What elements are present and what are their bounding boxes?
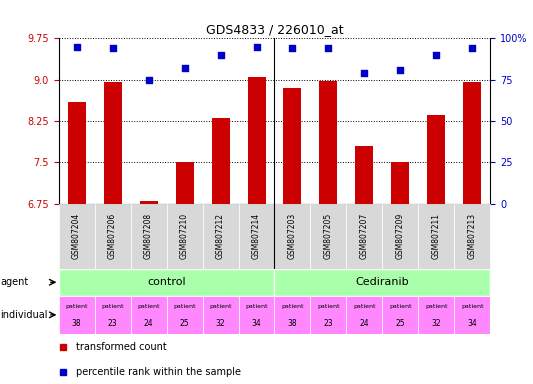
FancyBboxPatch shape [274,204,310,269]
Point [324,45,333,51]
FancyBboxPatch shape [346,296,383,334]
FancyBboxPatch shape [346,204,383,269]
Text: GSM807209: GSM807209 [396,213,405,259]
Bar [247,77,265,204]
Text: patient: patient [209,304,232,309]
Text: Cediranib: Cediranib [356,277,409,287]
Text: 25: 25 [180,319,189,328]
Text: GSM807211: GSM807211 [432,213,441,259]
Text: 32: 32 [216,319,225,328]
Text: control: control [147,277,186,287]
FancyBboxPatch shape [59,296,95,334]
Text: GSM807210: GSM807210 [180,213,189,259]
FancyBboxPatch shape [274,269,490,296]
Text: patient: patient [245,304,268,309]
Title: GDS4833 / 226010_at: GDS4833 / 226010_at [206,23,343,36]
Text: patient: patient [425,304,448,309]
Text: patient: patient [138,304,160,309]
Text: patient: patient [389,304,411,309]
Bar [356,146,374,204]
Text: 25: 25 [395,319,405,328]
FancyBboxPatch shape [310,296,346,334]
FancyBboxPatch shape [310,204,346,269]
Text: patient: patient [281,304,304,309]
Bar [103,83,122,204]
FancyBboxPatch shape [203,204,239,269]
Text: 32: 32 [432,319,441,328]
Point [288,45,297,51]
Bar [212,118,230,204]
Bar [463,83,481,204]
Text: 38: 38 [288,319,297,328]
Bar [427,116,446,204]
Bar [140,201,158,204]
Point [360,70,369,76]
FancyBboxPatch shape [383,204,418,269]
Point [252,43,261,50]
Point [216,52,225,58]
FancyBboxPatch shape [455,296,490,334]
Text: GSM807208: GSM807208 [144,213,153,259]
FancyBboxPatch shape [203,296,239,334]
Text: patient: patient [173,304,196,309]
Point [108,45,117,51]
Point [432,52,441,58]
Text: 23: 23 [108,319,117,328]
Text: 24: 24 [360,319,369,328]
Text: 24: 24 [144,319,154,328]
Text: GSM807205: GSM807205 [324,213,333,259]
Text: GSM807213: GSM807213 [468,213,477,259]
Text: patient: patient [66,304,88,309]
FancyBboxPatch shape [239,204,274,269]
Text: agent: agent [0,277,28,287]
Text: patient: patient [353,304,376,309]
FancyBboxPatch shape [166,204,203,269]
FancyBboxPatch shape [274,296,310,334]
FancyBboxPatch shape [166,296,203,334]
Text: GSM807206: GSM807206 [108,213,117,259]
FancyBboxPatch shape [455,204,490,269]
FancyBboxPatch shape [418,204,455,269]
Text: patient: patient [317,304,340,309]
Text: 34: 34 [252,319,261,328]
FancyBboxPatch shape [383,296,418,334]
Bar [175,162,193,204]
Text: GSM807203: GSM807203 [288,213,297,259]
Text: GSM807214: GSM807214 [252,213,261,259]
Bar [284,88,302,204]
Text: GSM807204: GSM807204 [72,213,81,259]
Point [396,67,405,73]
Bar [319,81,337,204]
Text: percentile rank within the sample: percentile rank within the sample [76,366,241,377]
Point [144,76,153,83]
Bar [68,102,86,204]
Text: transformed count: transformed count [76,341,167,352]
FancyBboxPatch shape [131,204,166,269]
Text: GSM807207: GSM807207 [360,213,369,259]
FancyBboxPatch shape [239,296,274,334]
Text: patient: patient [101,304,124,309]
Point [72,43,81,50]
Bar [391,162,409,204]
Text: patient: patient [461,304,483,309]
Point [180,65,189,71]
FancyBboxPatch shape [59,269,274,296]
Text: individual: individual [0,310,47,320]
FancyBboxPatch shape [95,204,131,269]
Point [468,45,477,51]
Text: GSM807212: GSM807212 [216,213,225,259]
FancyBboxPatch shape [59,204,95,269]
FancyBboxPatch shape [131,296,166,334]
FancyBboxPatch shape [95,296,131,334]
Text: 23: 23 [324,319,333,328]
Text: 38: 38 [72,319,82,328]
Text: 34: 34 [467,319,477,328]
FancyBboxPatch shape [418,296,455,334]
